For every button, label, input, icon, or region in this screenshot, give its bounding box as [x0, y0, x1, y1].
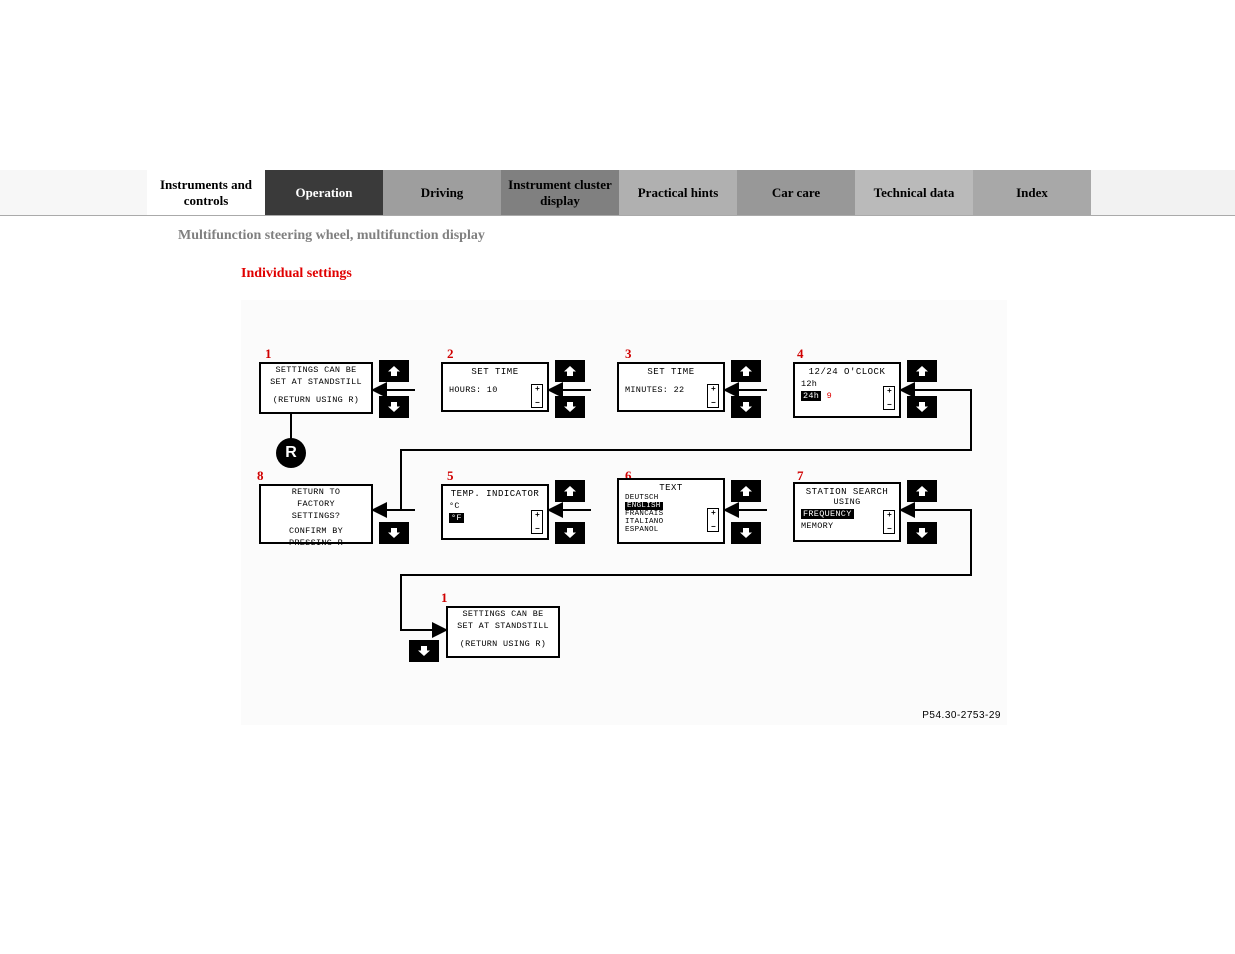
tab-index[interactable]: Index: [973, 170, 1091, 215]
language-option: DEUTSCH: [619, 494, 723, 502]
tab-hints[interactable]: Practical hints: [619, 170, 737, 215]
screen-set-minutes: SET TIME MINUTES: 22 +−: [617, 362, 725, 412]
screen-language: TEXT DEUTSCHENGLISHFRANCAISITALIANOESPAN…: [617, 478, 725, 544]
arrow-down-icon[interactable]: [731, 522, 761, 544]
text: FACTORY: [261, 498, 371, 510]
text: (RETURN USING R): [448, 638, 558, 650]
screen-clock-format: 12/24 O'CLOCK 12h 24h 9 +−: [793, 362, 901, 418]
screen-title: SET TIME: [443, 364, 547, 378]
spinner[interactable]: +−: [883, 510, 895, 534]
arrow-up-icon[interactable]: [555, 360, 585, 382]
arrow-up-icon[interactable]: [907, 360, 937, 382]
arrow-down-icon[interactable]: [731, 396, 761, 418]
step-num-5: 5: [447, 468, 454, 484]
screen-title: TEXT: [619, 480, 723, 494]
text: SETTINGS CAN BE: [261, 364, 371, 376]
settings-flow-diagram: 1 2 3 4 5 6 7 8 1 SETTINGS CAN BE SET AT…: [241, 300, 1007, 725]
text: RETURN TO: [261, 486, 371, 498]
arrow-up-icon[interactable]: [555, 480, 585, 502]
step-num-2: 2: [447, 346, 454, 362]
arrow-up-icon[interactable]: [731, 480, 761, 502]
screen-set-hours: SET TIME HOURS: 10 +−: [441, 362, 549, 412]
nav-bar: Instruments and controls Operation Drivi…: [0, 170, 1235, 216]
arrow-down-icon[interactable]: [907, 396, 937, 418]
spinner[interactable]: +−: [707, 384, 719, 408]
tab-carcare[interactable]: Car care: [737, 170, 855, 215]
text: SET AT STANDSTILL: [261, 376, 371, 388]
screen-temp-indicator: TEMP. INDICATOR °C °F +−: [441, 484, 549, 540]
text: SETTINGS?: [261, 510, 371, 522]
screen-settings-intro: SETTINGS CAN BE SET AT STANDSTILL (RETUR…: [259, 362, 373, 414]
screen-title: STATION SEARCH: [795, 484, 899, 497]
screen-factory-reset: RETURN TO FACTORY SETTINGS? CONFIRM BY P…: [259, 484, 373, 544]
spinner[interactable]: +−: [531, 510, 543, 534]
screen-settings-intro-repeat: SETTINGS CAN BE SET AT STANDSTILL (RETUR…: [446, 606, 560, 658]
arrow-down-icon[interactable]: [379, 396, 409, 418]
arrow-down-icon[interactable]: [379, 522, 409, 544]
section-heading: Individual settings: [241, 266, 1235, 282]
arrow-down-icon[interactable]: [555, 396, 585, 418]
nav-spacer: [0, 170, 147, 215]
step-num-4: 4: [797, 346, 804, 362]
screen-title: SET TIME: [619, 364, 723, 378]
screen-title: TEMP. INDICATOR: [443, 486, 547, 500]
tab-cluster[interactable]: Instrument cluster display: [501, 170, 619, 215]
spinner[interactable]: +−: [707, 508, 719, 532]
arrow-up-icon[interactable]: [907, 480, 937, 502]
text: CONFIRM BY: [261, 525, 371, 537]
screen-title: 12/24 O'CLOCK: [795, 364, 899, 378]
spinner[interactable]: +−: [883, 386, 895, 410]
tab-instruments[interactable]: Instruments and controls: [147, 170, 265, 215]
tab-driving[interactable]: Driving: [383, 170, 501, 215]
step-num-3: 3: [625, 346, 632, 362]
tab-technical[interactable]: Technical data: [855, 170, 973, 215]
text: (RETURN USING R): [261, 394, 371, 406]
spinner[interactable]: +−: [531, 384, 543, 408]
step-num-1: 1: [265, 346, 272, 362]
tab-operation[interactable]: Operation: [265, 170, 383, 215]
step-num-1b: 1: [441, 590, 448, 606]
screen-station-search: STATION SEARCH USING FREQUENCY MEMORY +−: [793, 482, 901, 542]
text: SETTINGS CAN BE: [448, 608, 558, 620]
arrow-up-icon[interactable]: [379, 360, 409, 382]
arrow-up-icon[interactable]: [731, 360, 761, 382]
text: USING: [795, 497, 899, 508]
return-badge[interactable]: R: [276, 438, 306, 468]
text: PRESSING R: [261, 537, 371, 549]
arrow-down-icon[interactable]: [409, 640, 439, 662]
nav-spacer: [1091, 170, 1235, 215]
page-subtitle: Multifunction steering wheel, multifunct…: [178, 228, 1235, 244]
text: SET AT STANDSTILL: [448, 620, 558, 632]
part-number: P54.30-2753-29: [922, 710, 1001, 721]
step-num-8: 8: [257, 468, 264, 484]
arrow-down-icon[interactable]: [907, 522, 937, 544]
arrow-down-icon[interactable]: [555, 522, 585, 544]
